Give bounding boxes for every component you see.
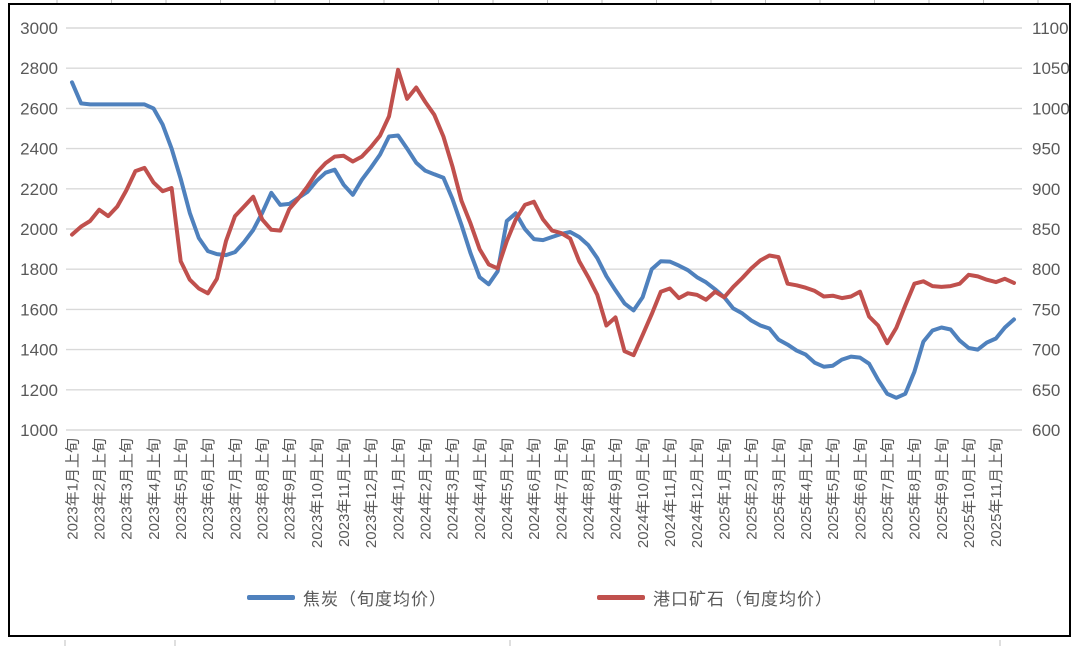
x-axis-tick-label: 2025年2月上旬: [744, 438, 761, 540]
x-axis-tick-label: 2023年11月上旬: [336, 438, 353, 547]
x-axis-tick-label: 2024年6月上旬: [526, 438, 543, 540]
left-axis-tick-label: 2800: [20, 59, 58, 78]
coke-line-swatch: [247, 595, 295, 600]
right-axis-tick-label: 600: [1032, 421, 1060, 440]
x-axis-tick-label: 2024年2月上旬: [418, 438, 435, 540]
x-axis-tick-label: 2025年7月上旬: [879, 438, 896, 540]
legend-label-coke: 焦炭（旬度均价）: [303, 590, 447, 609]
legend-label-ore: 港口矿石（旬度均价）: [653, 590, 833, 609]
left-axis-tick-label: 1000: [20, 421, 58, 440]
right-axis-tick-label: 800: [1032, 260, 1060, 279]
x-axis-tick-label: 2023年3月上旬: [119, 438, 136, 540]
ore-line-swatch: [597, 595, 645, 600]
right-axis-tick-label: 1050: [1032, 59, 1070, 78]
x-axis-tick-label: 2025年9月上旬: [934, 438, 951, 540]
x-axis-tick-label: 2023年12月上旬: [363, 438, 380, 548]
x-axis-tick-label: 2024年10月上旬: [635, 438, 652, 548]
legend: 焦炭（旬度均价） 港口矿石（旬度均价）: [0, 585, 1080, 610]
x-axis-tick-label: 2023年2月上旬: [91, 438, 108, 540]
x-axis-tick-label: 2025年4月上旬: [798, 438, 815, 540]
right-axis-tick-label: 750: [1032, 300, 1060, 319]
x-axis-tick-label: 2024年8月上旬: [581, 438, 598, 540]
x-axis-tick-label: 2024年5月上旬: [499, 438, 516, 540]
left-axis-tick-label: 1400: [20, 341, 58, 360]
x-axis-tick-label: 2023年7月上旬: [227, 438, 244, 540]
right-axis-tick-label: 1100: [1032, 19, 1069, 38]
ore-price-line: [70, 67, 1016, 358]
x-axis-tick-label: 2023年6月上旬: [200, 438, 217, 540]
left-axis-tick-label: 2000: [20, 220, 58, 239]
right-axis-tick-label: 700: [1032, 341, 1060, 360]
x-axis-tick-label: 2023年10月上旬: [309, 438, 326, 548]
x-axis-tick-label: 2024年3月上旬: [445, 438, 462, 540]
x-axis-tick-label: 2024年7月上旬: [553, 438, 570, 540]
left-axis-tick-label: 2400: [20, 140, 58, 159]
left-axis-tick-label: 2200: [20, 180, 58, 199]
x-axis-tick-label: 2023年8月上旬: [254, 438, 271, 540]
x-axis-tick-label: 2023年1月上旬: [64, 438, 81, 540]
legend-item-ore[interactable]: 港口矿石（旬度均价）: [597, 585, 833, 610]
coke-price-line: [70, 80, 1016, 400]
x-axis-tick-label: 2025年3月上旬: [771, 438, 788, 540]
left-axis-tick-label: 3000: [20, 19, 58, 38]
x-axis-tick-label: 2024年9月上旬: [608, 438, 625, 540]
left-axis-tick-label: 1600: [20, 300, 58, 319]
x-axis-tick-label: 2024年11月上旬: [662, 438, 679, 547]
right-axis-tick-label: 950: [1032, 140, 1060, 159]
x-axis-tick-label: 2024年4月上旬: [472, 438, 489, 540]
x-axis-tick-label: 2025年1月上旬: [716, 438, 733, 540]
right-axis-tick-label: 850: [1032, 220, 1060, 239]
left-axis-tick-label: 1200: [20, 381, 58, 400]
x-axis-tick-label: 2025年11月上旬: [988, 438, 1005, 547]
x-axis-tick-label: 2025年8月上旬: [907, 438, 924, 540]
x-axis-tick-label: 2023年4月上旬: [146, 438, 163, 540]
x-axis-tick-label: 2025年6月上旬: [852, 438, 869, 540]
x-axis-tick-label: 2023年9月上旬: [282, 438, 299, 540]
legend-item-coke[interactable]: 焦炭（旬度均价）: [247, 585, 447, 610]
x-axis-tick-label: 2024年1月上旬: [390, 438, 407, 540]
left-axis-tick-label: 2600: [20, 99, 58, 118]
x-axis-tick-label: 2025年10月上旬: [961, 438, 978, 548]
x-axis-tick-label: 2025年5月上旬: [825, 438, 842, 540]
right-axis-tick-label: 650: [1032, 381, 1060, 400]
right-axis-tick-label: 900: [1032, 180, 1060, 199]
x-axis-tick-label: 2024年12月上旬: [689, 438, 706, 548]
x-axis-tick-label: 2023年5月上旬: [173, 438, 190, 540]
right-axis-tick-label: 1000: [1032, 99, 1070, 118]
left-axis-tick-label: 1800: [20, 260, 58, 279]
